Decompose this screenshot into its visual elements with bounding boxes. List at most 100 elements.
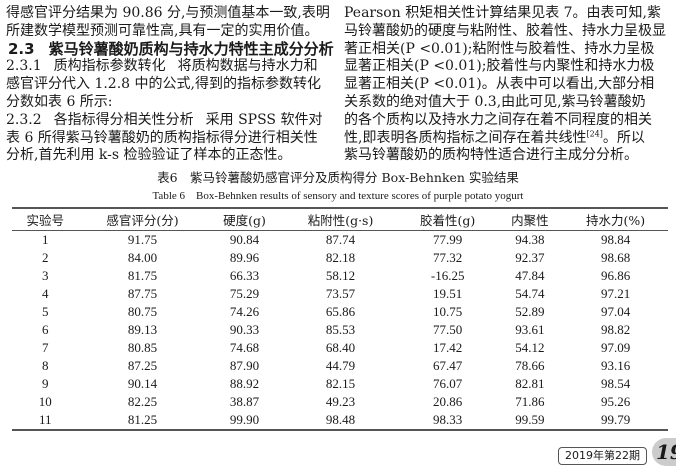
subsection-2-3-1: 2.3.1 质构指标参数转化 将质构数据与持水力和	[6, 58, 336, 76]
subsection-number: 2.3.2	[6, 111, 42, 128]
table-cell: 90.33	[229, 322, 260, 337]
table-caption-cn: 表6 紫马铃薯酸奶感官评分及质构得分 Box-Behnken 实验结果	[157, 170, 519, 185]
table-cell: 99.79	[600, 412, 631, 427]
column-header: 胶着性(g)	[420, 213, 476, 228]
text-line: 感官评分代入 1.2.8 中的公式,得到的指标参数转化	[6, 76, 321, 93]
table-cell: 58.12	[325, 268, 356, 283]
table-cell: 95.26	[600, 394, 631, 409]
table-row: 7 80.85 74.68 68.40 17.42 54.12 97.09	[12, 339, 668, 357]
table-cell: 98.84	[600, 232, 631, 247]
table-cell: 19.51	[433, 286, 463, 301]
table-row: 10 82.25 38.87 49.23 20.86 71.86 95.26	[12, 393, 668, 411]
table-cell: 7	[41, 340, 49, 355]
table-cell: 82.81	[515, 376, 545, 391]
table-cell: 80.75	[127, 304, 158, 319]
table-cell: 65.86	[325, 304, 356, 319]
right-column: Pearson 积矩相关性计算结果见表 7。由表可知,紫 马铃薯酸奶的硬度与粘附…	[344, 5, 674, 165]
text-line: 表 6 所得紫马铃薯酸奶的质构指标得分进行相关性	[6, 129, 318, 146]
table-cell: 92.37	[515, 250, 545, 265]
table-cell: 82.15	[325, 376, 356, 391]
table-row: 4 87.75 75.29 73.57 19.51 54.74 97.21	[12, 285, 668, 303]
table-cell: 67.47	[433, 358, 463, 373]
table-header-row: 实验号 感官评分(分) 硬度(g) 粘附性(g·s) 胶着性(g) 内聚性 持水力(%)	[12, 208, 668, 231]
text-line: 紫马铃薯酸奶的质构特性适合进行主成分分析。	[344, 147, 638, 164]
table-cell: 10.75	[433, 304, 463, 319]
subsection-2-3-2: 2.3.2 各指标得分相关性分析 采用 SPSS 软件对	[6, 112, 336, 130]
table-cell: 49.23	[325, 394, 356, 409]
column-header: 感官评分(分)	[106, 213, 179, 228]
text-line: 性,即表明各质构指标之间存在着共线性[24]。所以	[344, 129, 674, 148]
table-cell: 97.21	[600, 286, 631, 301]
text: 。所以	[602, 129, 645, 146]
table-cell: 99.90	[229, 412, 260, 427]
table-cell: 74.26	[229, 304, 260, 319]
text-line: 显著正相关(P <0.01)。从表中可以看出,大部分相	[344, 76, 655, 93]
text-line: 著正相关(P <0.01);粘附性与胶着性、持水力呈极	[344, 40, 655, 57]
column-header: 实验号	[26, 213, 64, 228]
section-number: 2.3	[8, 39, 35, 58]
table-cell: 75.29	[229, 286, 260, 301]
text-line: Pearson 积矩相关性计算结果见表 7。由表可知,紫	[344, 5, 662, 21]
table-cell: 96.86	[600, 268, 631, 283]
table-cell: 98.54	[600, 376, 631, 391]
text-line: 所建数学模型预测可靠性高,具有一定的实用价值。	[6, 22, 319, 39]
table-cell: 77.50	[433, 322, 463, 337]
table-cell: 81.75	[127, 268, 158, 283]
text-line: 将质构数据与持水力和	[177, 58, 318, 75]
column-header: 持水力(%)	[585, 213, 646, 228]
table-cell: 5	[41, 304, 49, 319]
table-cell: 71.86	[515, 394, 545, 409]
table-row: 1 91.75 90.84 87.74 77.99 94.38 98.84	[12, 231, 668, 250]
table-cell: 88.92	[229, 376, 260, 391]
table-cell: 73.57	[325, 286, 356, 301]
table-cell: 66.33	[229, 268, 260, 283]
table-cell: -16.25	[430, 268, 465, 283]
table-row: 3 81.75 66.33 58.12 -16.25 47.84 96.86	[12, 267, 668, 285]
table-row: 2 84.00 89.96 82.18 77.32 92.37 98.68	[12, 249, 668, 267]
table-cell: 99.59	[515, 412, 545, 427]
table-cell: 82.18	[325, 250, 356, 265]
table-cell: 87.74	[325, 232, 356, 247]
table-cell: 97.04	[600, 304, 631, 319]
table-cell: 52.89	[515, 304, 545, 319]
table-cell: 44.79	[325, 358, 356, 373]
table-cell: 93.16	[600, 358, 631, 373]
table-cell: 11	[38, 412, 52, 427]
table-cell: 20.86	[433, 394, 463, 409]
table-cell: 93.61	[515, 322, 545, 337]
column-header: 内聚性	[511, 213, 549, 228]
section-title: 紫马铃薯酸奶质构与持水力特性主成分分析	[48, 39, 334, 58]
table-row: 9 90.14 88.92 82.15 76.07 82.81 98.54	[12, 375, 668, 393]
table-cell: 6	[41, 322, 49, 337]
table-cell: 38.87	[229, 394, 260, 409]
text-line: 关系数的绝对值大于 0.3,由此可见,紫马铃薯酸奶	[344, 93, 646, 110]
table-cell: 98.68	[600, 250, 631, 265]
subsection-number: 2.3.1	[6, 58, 42, 75]
table-cell: 87.75	[127, 286, 158, 301]
table-cell: 8	[41, 358, 49, 373]
table-cell: 2	[41, 250, 49, 265]
table-cell: 90.14	[127, 376, 158, 391]
text-line: 得感官评分结果为 90.86 分,与预测值基本一致,表明	[6, 5, 330, 21]
page-number: 197	[652, 438, 676, 466]
table-cell: 74.68	[229, 340, 260, 355]
table-cell: 68.40	[325, 340, 356, 355]
table-cell: 4	[41, 286, 49, 301]
table-cell: 82.25	[127, 394, 158, 409]
table-cell: 98.33	[433, 412, 463, 427]
text-line: 显著正相关(P <0.01);胶着性与内聚性和持水力极	[344, 58, 655, 75]
table-caption-en: Table 6 Box-Behnken results of sensory a…	[152, 190, 524, 202]
issue-label: 2019年第22期	[558, 447, 647, 465]
text: 性,即表明各质构指标之间存在着共线性	[344, 129, 587, 146]
left-column: 得感官评分结果为 90.86 分,与预测值基本一致,表明 所建数学模型预测可靠性…	[6, 5, 336, 165]
text-line: 分析,首先利用 k-s 检验验证了样本的正态性。	[6, 147, 292, 164]
table-cell: 77.99	[433, 232, 463, 247]
table-row: 11 81.25 99.90 98.48 98.33 99.59 99.79	[12, 411, 668, 430]
table-cell: 98.82	[600, 322, 631, 337]
subsection-title: 各指标得分相关性分析	[53, 111, 194, 128]
table-cell: 9	[41, 376, 49, 391]
table-cell: 85.53	[325, 322, 356, 337]
table-cell: 97.09	[600, 340, 631, 355]
table-cell: 17.42	[433, 340, 463, 355]
table-cell: 89.13	[127, 322, 158, 337]
